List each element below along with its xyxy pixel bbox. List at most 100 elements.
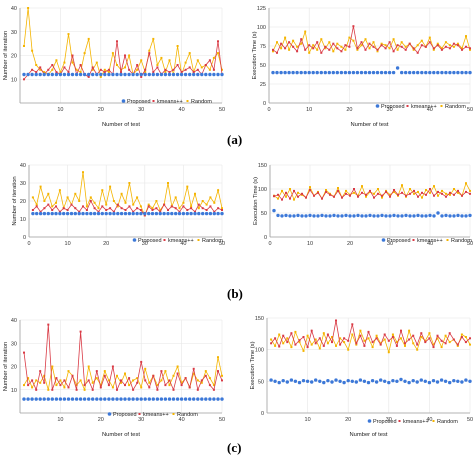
data-point [212, 72, 216, 77]
data-point [182, 201, 185, 204]
data-point [103, 370, 106, 373]
data-point [305, 379, 310, 383]
data-point [345, 192, 347, 195]
data-point [58, 210, 61, 213]
data-point [269, 378, 273, 382]
data-point [50, 211, 54, 216]
x-tick-label: 20 [346, 107, 352, 113]
data-point [55, 201, 57, 204]
data-point [160, 56, 163, 59]
data-point [337, 189, 339, 192]
data-point [323, 70, 327, 75]
data-point [452, 42, 455, 45]
data-point [440, 70, 444, 75]
data-point [123, 211, 128, 216]
data-point [380, 44, 383, 47]
data-point [297, 195, 299, 198]
data-point [311, 70, 315, 75]
data-point [290, 332, 293, 335]
data-point [128, 384, 131, 387]
data-point [212, 388, 215, 391]
data-point [196, 388, 199, 391]
x-tick-label: 50 [467, 107, 473, 113]
data-point [116, 64, 118, 66]
y-tick-label: 20 [11, 365, 17, 371]
data-point [276, 51, 278, 54]
data-point [461, 194, 463, 197]
data-point [444, 213, 448, 218]
data-point [55, 205, 57, 208]
data-point [360, 44, 363, 47]
data-point [136, 207, 139, 210]
data-point [464, 70, 468, 75]
data-point [50, 397, 54, 401]
data-point [163, 397, 168, 401]
data-point [103, 72, 107, 77]
data-point [205, 203, 208, 206]
data-point [116, 203, 119, 206]
data-point [176, 45, 179, 47]
data-point [469, 48, 471, 51]
data-point [331, 341, 333, 344]
data-point [87, 37, 90, 40]
data-point [111, 386, 114, 389]
data-point [331, 336, 333, 338]
data-point [139, 72, 143, 77]
data-point [176, 372, 179, 375]
data-point [338, 379, 342, 383]
data-point [208, 377, 211, 380]
data-point [288, 41, 291, 44]
data-point [468, 379, 472, 383]
data-point [332, 50, 335, 53]
data-point [312, 44, 315, 47]
legend-marker [186, 100, 189, 102]
data-point [428, 70, 432, 75]
y-tick-label: 150 [258, 163, 267, 169]
data-point [409, 192, 411, 195]
data-point [38, 211, 43, 216]
data-point [128, 182, 131, 184]
x-tick-label: 40 [427, 107, 433, 113]
data-point [111, 397, 115, 401]
x-tick-label: 20 [98, 107, 104, 113]
data-point [416, 213, 420, 218]
data-point [420, 332, 423, 335]
data-point [404, 45, 407, 48]
data-point [292, 45, 295, 48]
data-point [135, 211, 139, 216]
y-tick-label: 30 [11, 341, 17, 347]
data-point [383, 379, 387, 383]
y-tick-label: 10 [11, 388, 17, 394]
x-tick-label: 20 [103, 241, 109, 247]
data-point [188, 72, 192, 77]
data-point [424, 341, 427, 344]
data-point [345, 189, 347, 192]
data-point [368, 213, 372, 218]
data-point [407, 380, 411, 385]
x-tick-label: 40 [427, 241, 433, 247]
y-tick-label: 10 [20, 217, 26, 223]
data-point [424, 70, 428, 75]
data-point [276, 41, 278, 44]
data-point [87, 75, 90, 78]
data-point [396, 48, 399, 51]
data-point [176, 365, 179, 368]
panel-label-b: (b) [227, 286, 243, 301]
data-point [123, 72, 127, 77]
data-point [456, 344, 459, 347]
data-point [395, 341, 398, 344]
data-point [197, 211, 201, 216]
data-point [221, 207, 223, 210]
x-tick-label: 40 [180, 241, 186, 247]
y-axis-label: Number of iteration [12, 176, 18, 225]
data-point [306, 334, 309, 337]
data-point [365, 193, 367, 196]
data-point [352, 25, 355, 28]
data-point [366, 380, 371, 385]
data-point [413, 189, 415, 192]
data-point [95, 61, 98, 64]
data-point [54, 397, 59, 401]
data-point [31, 196, 34, 199]
data-point [180, 71, 183, 74]
